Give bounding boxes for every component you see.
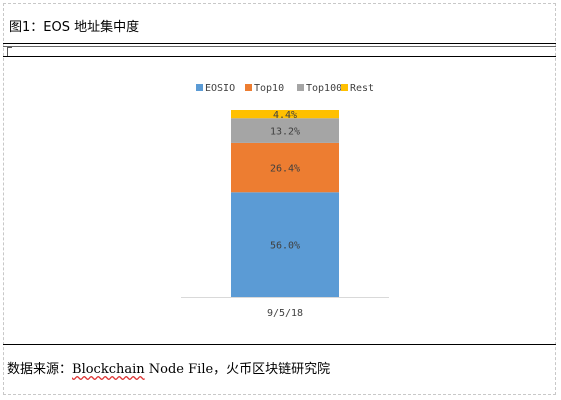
legend-label-eosio: EOSIO — [205, 83, 235, 94]
data-label-eosio: 56.0% — [270, 241, 300, 252]
legend-swatch-eosio — [196, 84, 203, 91]
source-highlight: Blockchain — [72, 362, 145, 377]
legend-label-rest: Rest — [350, 83, 374, 94]
legend-swatch-rest — [341, 84, 348, 91]
chart-legend: EOSIO Top10 Top100 Rest — [196, 83, 374, 94]
legend-label-top100: Top100 — [306, 83, 342, 94]
data-label-top10: 26.4% — [270, 164, 300, 175]
x-tick-label: 9/5/18 — [267, 308, 303, 319]
title-rule-top — [3, 43, 556, 44]
figure-title: 图1：EOS 地址集中度 — [9, 20, 140, 35]
legend-swatch-top10 — [245, 84, 252, 91]
chart-rule-top — [3, 56, 556, 57]
legend-swatch-top100 — [297, 84, 304, 91]
data-label-rest: 4.4% — [273, 110, 297, 121]
data-label-top100: 13.2% — [270, 127, 300, 138]
title-rule-double — [3, 46, 556, 47]
bar-segment-rest — [231, 110, 339, 119]
legend-label-top10: Top10 — [254, 83, 284, 94]
bar-segment-top10 — [231, 142, 339, 193]
bar-segment-top100 — [231, 118, 339, 143]
source-suffix: Node File，火币区块链研究院 — [144, 362, 331, 377]
source-note: 数据来源：Blockchain Node File，火币区块链研究院 — [7, 358, 330, 377]
source-rule — [3, 344, 556, 345]
source-prefix: 数据来源： — [7, 362, 73, 377]
chart-bars — [231, 110, 339, 297]
figure-frame — [3, 3, 556, 395]
bar-segment-eosio — [231, 192, 339, 297]
chart-data-labels: 56.0% 26.4% 13.2% 4.4% — [270, 110, 300, 252]
x-axis-ticks: 9/5/18 — [267, 308, 303, 319]
corner-marker-icon — [7, 47, 12, 56]
